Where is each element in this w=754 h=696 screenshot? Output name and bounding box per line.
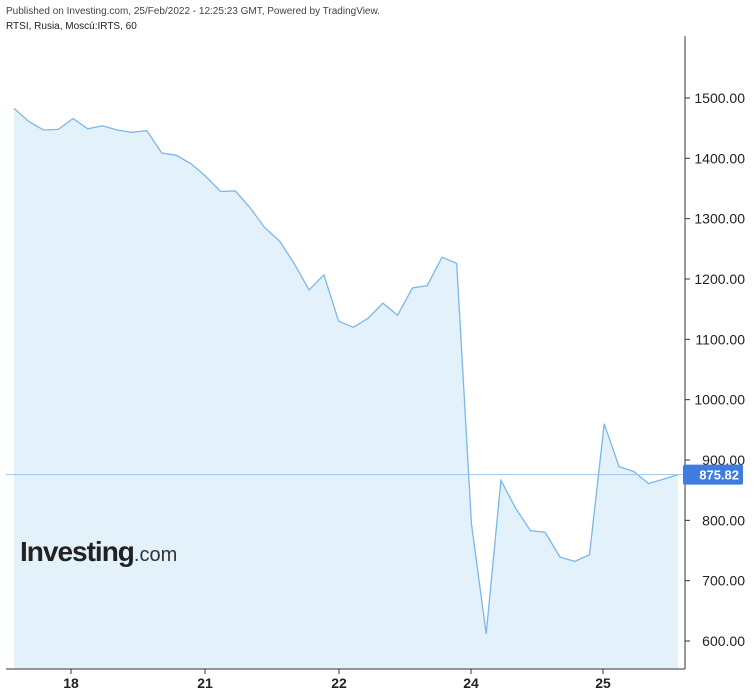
x-tick-label: 25: [595, 675, 611, 691]
published-caption: Published on Investing.com, 25/Feb/2022 …: [6, 6, 380, 17]
y-tick-label: 1500.00: [694, 90, 745, 106]
symbol-title: RTSI, Rusia, Moscú:IRTS, 60: [6, 21, 137, 32]
y-tick-label: 800.00: [702, 512, 745, 528]
logo-suffix: .com: [133, 544, 178, 566]
investing-logo: Investing.com: [20, 536, 177, 568]
y-tick-label: 1300.00: [694, 211, 745, 227]
y-tick-label: 1200.00: [694, 271, 745, 287]
logo-brand: Investing: [20, 536, 135, 567]
last-price-badge: [683, 464, 743, 485]
y-tick-label: 1000.00: [694, 392, 745, 408]
x-tick-label: 22: [331, 675, 347, 691]
series-line: [13, 107, 679, 634]
y-tick-label: 900.00: [702, 452, 745, 468]
y-tick-label: 600.00: [702, 633, 745, 649]
y-tick-label: 1100.00: [695, 331, 745, 347]
area-fill: [14, 108, 678, 670]
last-price-label: 875.82: [699, 468, 739, 483]
x-tick-label: 21: [197, 675, 213, 691]
y-tick-label: 1400.00: [694, 150, 745, 166]
x-tick-label: 18: [63, 675, 79, 691]
y-tick-label: 700.00: [702, 573, 745, 589]
x-tick-label: 24: [463, 675, 479, 691]
